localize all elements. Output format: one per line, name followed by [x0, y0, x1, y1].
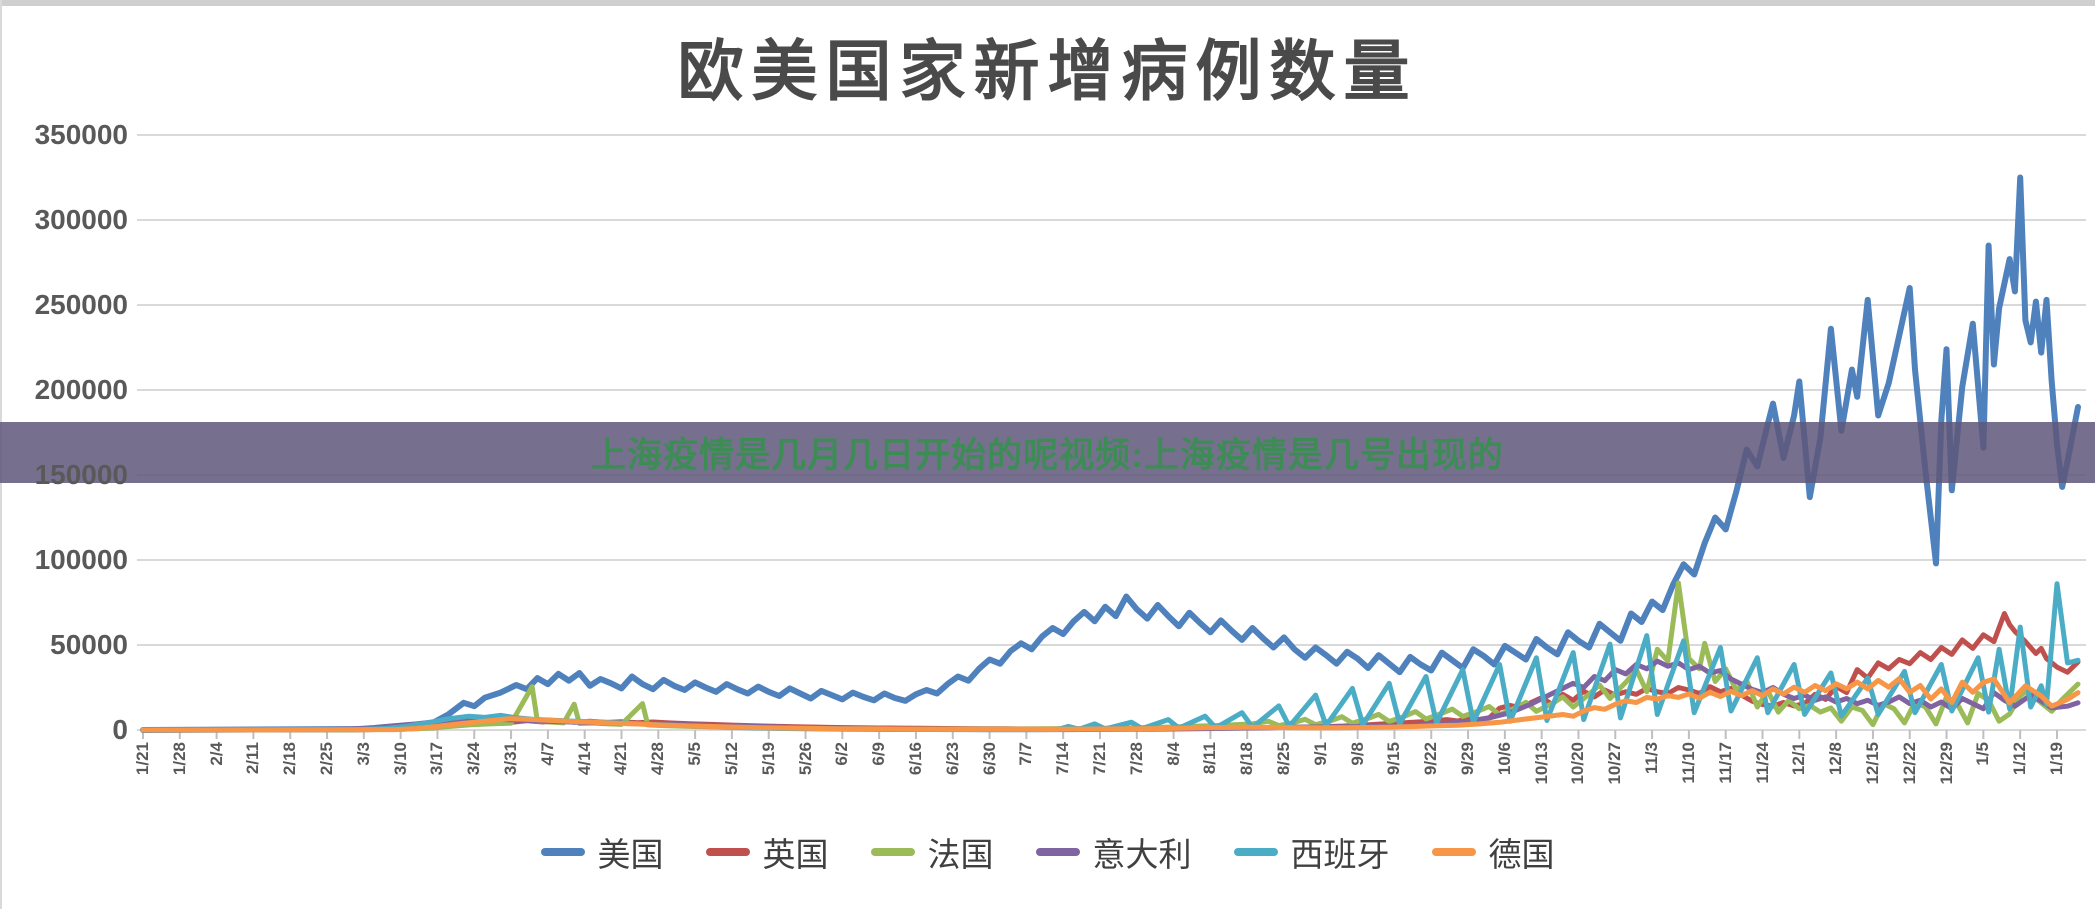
x-tick-label-5/5: 5/5 — [685, 742, 705, 766]
y-tick-label-150000: 150000 — [34, 459, 128, 490]
x-tick-label-8/11: 8/11 — [1200, 742, 1220, 775]
x-tick-label-1/12: 1/12 — [2010, 742, 2030, 776]
legend-item-france: 法国 — [870, 828, 994, 876]
x-tick-label-1/28: 1/28 — [169, 742, 189, 776]
x-tick-label-12/22: 12/22 — [1899, 742, 1919, 785]
watermark-banner: 上海疫情是几月几日开始的呢视频:上海疫情是几号出现的 — [0, 422, 2095, 483]
top-border — [0, 0, 2095, 6]
x-tick-label-11/10: 11/10 — [1678, 742, 1698, 784]
x-tick-label-10/27: 10/27 — [1605, 742, 1625, 785]
x-tick-label-7/28: 7/28 — [1126, 742, 1146, 776]
x-tick-label-8/4: 8/4 — [1163, 742, 1183, 766]
x-tick-label-10/20: 10/20 — [1568, 742, 1588, 785]
y-tick-label-350000: 350000 — [34, 119, 128, 150]
x-tick-label-1/19: 1/19 — [2046, 742, 2066, 776]
x-tick-label-2/25: 2/25 — [317, 742, 337, 776]
x-tick-label-6/9: 6/9 — [869, 742, 889, 766]
series-line-spain — [140, 581, 2081, 733]
legend-label-germany: 德国 — [1488, 838, 1555, 874]
x-tick-label-3/17: 3/17 — [427, 742, 447, 776]
legend-item-germany: 德国 — [1431, 828, 1555, 876]
x-tick-label-8/18: 8/18 — [1237, 742, 1257, 776]
x-tick-label-10/6: 10/6 — [1494, 742, 1514, 776]
legend-label-italy: 意大利 — [1092, 838, 1192, 874]
x-tick-label-3/10: 3/10 — [390, 742, 410, 776]
y-tick-label-250000: 250000 — [34, 289, 128, 320]
x-tick-label-3/3: 3/3 — [353, 742, 373, 766]
x-tick-label-1/5: 1/5 — [1973, 742, 1993, 766]
x-tick-label-9/22: 9/22 — [1421, 742, 1441, 776]
x-tick-label-11/24: 11/24 — [1752, 742, 1772, 784]
x-tick-label-9/8: 9/8 — [1347, 742, 1367, 766]
x-tick-label-6/16: 6/16 — [905, 742, 925, 776]
legend-item-usa: 美国 — [540, 828, 664, 876]
x-tick-label-11/3: 11/3 — [1642, 742, 1662, 775]
x-tick-label-4/28: 4/28 — [648, 742, 668, 776]
chart-legend: 美国 英国 法国 意大利 西班牙 德国 — [0, 828, 2095, 876]
series-line-france — [140, 580, 2081, 733]
y-tick-label-300000: 300000 — [34, 204, 128, 235]
legend-item-spain: 西班牙 — [1233, 828, 1390, 876]
y-tick-label-100000: 100000 — [34, 544, 128, 575]
legend-dash-icon-italy — [1035, 848, 1080, 856]
legend-label-spain: 西班牙 — [1290, 838, 1390, 874]
x-tick-label-1/21: 1/21 — [133, 742, 152, 776]
x-tick-label-4/21: 4/21 — [611, 742, 631, 776]
legend-dash-icon-usa — [540, 848, 585, 856]
x-tick-label-6/2: 6/2 — [832, 742, 852, 766]
legend-item-italy: 意大利 — [1035, 828, 1192, 876]
x-tick-label-3/24: 3/24 — [464, 742, 484, 776]
legend-label-france: 法国 — [927, 838, 994, 874]
x-tick-label-7/21: 7/21 — [1089, 742, 1109, 776]
legend-label-usa: 美国 — [597, 838, 664, 874]
x-tick-label-12/1: 12/1 — [1789, 742, 1809, 776]
y-tick-label-50000: 50000 — [50, 629, 128, 660]
x-tick-label-5/19: 5/19 — [758, 742, 778, 776]
legend-dash-icon-germany — [1431, 848, 1476, 856]
x-tick-label-12/8: 12/8 — [1826, 742, 1846, 776]
x-tick-label-12/29: 12/29 — [1936, 742, 1956, 785]
x-tick-label-2/18: 2/18 — [280, 742, 300, 776]
legend-dash-icon-spain — [1233, 848, 1278, 856]
legend-dash-icon-uk — [705, 848, 750, 856]
x-tick-label-7/14: 7/14 — [1053, 742, 1073, 776]
x-tick-label-5/26: 5/26 — [795, 742, 815, 776]
x-tick-label-8/25: 8/25 — [1274, 742, 1294, 776]
x-tick-label-6/30: 6/30 — [979, 742, 999, 776]
x-tick-label-9/29: 9/29 — [1458, 742, 1478, 776]
x-tick-label-9/15: 9/15 — [1384, 742, 1404, 776]
y-tick-label-0: 0 — [112, 714, 128, 745]
x-tick-label-4/7: 4/7 — [537, 742, 557, 766]
x-tick-label-4/14: 4/14 — [574, 742, 594, 776]
x-tick-label-10/13: 10/13 — [1531, 742, 1551, 785]
x-tick-label-3/31: 3/31 — [501, 742, 521, 776]
legend-label-uk: 英国 — [762, 838, 829, 874]
x-tick-label-2/11: 2/11 — [243, 742, 263, 775]
page-title: 欧美国家新增病例数量 — [677, 36, 1418, 109]
x-tick-label-11/17: 11/17 — [1715, 742, 1735, 784]
x-tick-label-12/15: 12/15 — [1862, 742, 1882, 785]
series-line-usa — [140, 174, 2081, 733]
x-tick-label-7/7: 7/7 — [1016, 742, 1036, 766]
watermark-text: 上海疫情是几月几日开始的呢视频:上海疫情是几号出现的 — [591, 436, 1504, 475]
legend-dash-icon-france — [870, 848, 915, 856]
x-tick-label-9/1: 9/1 — [1310, 742, 1330, 766]
legend-item-uk: 英国 — [705, 828, 829, 876]
x-tick-label-5/12: 5/12 — [721, 742, 741, 776]
x-tick-label-2/4: 2/4 — [206, 742, 226, 766]
y-tick-label-200000: 200000 — [34, 374, 128, 405]
x-tick-label-6/23: 6/23 — [942, 742, 962, 776]
series-line-germany — [140, 676, 2081, 733]
